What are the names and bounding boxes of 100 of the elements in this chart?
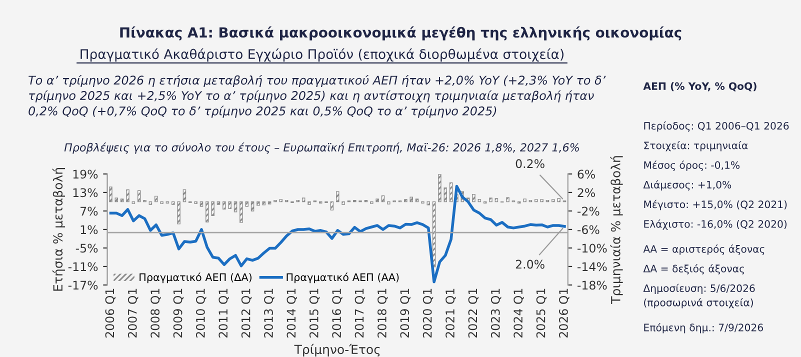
x-tick-label: 2019 Q1 [400,288,410,338]
text: Ελάχιστο: -16,0% (Q2 2020) [644,220,787,230]
bar [228,201,232,210]
bar [387,201,390,204]
bar [114,198,118,202]
x-tick-label: 2023 Q1 [490,288,502,338]
text: Το α’ τρίμηνο 2026 η ετήσια μεταβολή του πραγματικού ΑΕΠ ήταν +2,0% YoY (+2,3% YoY το δ’ τρίμηνο 2025 και +2,5% YoY το α’ τρίμηνο 2025) και η αντίστοιχη τριμηνιαία μεταβολή ήταν 0,2% QoQ (+0,7% QoQ το δ’ τρίμηνο 2025 και 0,5% QoQ το α’ τρίμηνο 2025) [28,74,606,118]
y-tick-label: 1% [80,225,98,234]
text: Επόμενη δημ.: 7/9/2026 [644,323,763,334]
chart-subtitle: Πραγματικό Ακαθάριστο Εγχώριο Προϊόν (εποχικά διορθωμένα στοιχεία) [80,48,564,62]
bar [330,201,334,210]
x-tick-label: 2011 Q1 [218,288,229,338]
data-label: 0.2% [516,159,544,168]
bar [336,191,340,202]
bar [120,198,124,202]
bar [256,201,260,206]
x-tick-label: 2008 Q1 [150,288,161,338]
bar [438,174,442,202]
bar [342,201,345,205]
bar [540,199,544,202]
bar [426,201,430,206]
y2-tick-label: -6% [578,225,600,234]
bar [245,201,248,207]
bar [494,198,498,202]
text: Διάμεσος: +1,0% [643,180,732,191]
y2-tick-label: 2% [578,188,596,198]
bar [489,198,492,202]
bar [234,201,238,212]
bar [240,201,243,223]
bar [523,198,526,202]
x-tick-label: 2007 Q1 [128,288,138,338]
x-tick-label: 2010 Q1 [196,288,206,338]
bar [552,199,555,202]
x-tick-label: 2016 Q1 [332,288,342,338]
x-axis-title: Τρίμηνο-Έτος [294,344,380,357]
y-tick-label: 19% [73,170,98,179]
x-tick-label: 2006 Q1 [105,288,116,338]
chart-title: Πίνακας A1: Βασικά μακροοικονομικά μεγέθη της ελληνικής οικονομίας [120,26,682,40]
y2-tick-label: -18% [578,280,607,290]
bar [262,201,266,206]
x-tick-label: 2026 Q1 [559,288,570,338]
bar [148,201,152,205]
x-tick-label: 2014 Q1 [286,288,298,338]
y2-axis-title: Τριμηνιαία % μεταβολή [610,156,623,304]
bar [308,201,311,205]
bar [222,201,226,210]
text: Στοιχεία: τριμηνιαία [644,141,748,152]
x-tick-label: 2017 Q1 [354,288,366,338]
bar [376,198,379,202]
bar [250,201,254,212]
bar [404,199,408,202]
x-tick-label: 2009 Q1 [173,288,184,338]
bar [302,198,306,202]
x-tick-label: 2025 Q1 [536,288,547,338]
x-tick-label: 2020 Q1 [422,288,434,338]
text: Προβλέψεις για το σύνολο του έτους – Ευρωπαϊκή Επιτροπή, Μαϊ-26: 2026 1,8%, 2027 1,6% [64,142,579,154]
x-tick-label: 2022 Q1 [468,288,479,338]
text: Δημοσίευση: 5/6/2026 (προσωρινά στοιχεία) [643,284,755,308]
y-tick-label: -17% [68,280,98,290]
bar [472,194,476,202]
x-tick-label: 2018 Q1 [377,288,388,338]
bar [137,190,141,202]
bar [268,201,272,204]
x-tick-label: 2015 Q1 [309,288,320,338]
y-tick-label: -11% [68,262,98,272]
y2-tick-label: -10% [578,244,607,253]
text: ΑΕΠ (% YoY, % QoQ) [643,82,756,92]
x-tick-label: 2024 Q1 [514,288,524,338]
y-tick-label: 7% [80,206,98,216]
y-tick-label: -5% [76,244,98,253]
x-tick-label: 2021 Q1 [446,288,456,338]
bar [381,195,385,202]
bar [200,201,204,207]
bar [154,196,158,202]
y-axis-title: Ετήσια % μεταβολή [52,168,66,291]
y2-tick-label: -2% [578,206,600,216]
bar [449,182,453,202]
bar [126,189,130,202]
bar [177,201,180,224]
y-tick-label: 13% [73,188,98,198]
bar [557,198,560,202]
bar [172,201,175,205]
bar [410,196,413,202]
text: ΑΑ = αριστερός άξονας [643,244,764,255]
bar [182,189,186,202]
legend-label: Πραγματικό ΑΕΠ (ΑΑ) [286,272,399,284]
bar [211,201,214,216]
text: Περίοδος: Q1 2006–Q1 2026 [644,121,789,132]
bar [478,199,482,202]
x-tick-label: 2012 Q1 [241,288,252,338]
text: ΔΑ = δεξιός άξονας [643,264,744,274]
text: Μέσος όρος: -0,1% [644,160,740,171]
bar [534,199,538,202]
y2-tick-label: -14% [578,262,607,272]
bar [109,186,112,202]
text: Μέγιστο: +15,0% (Q2 2021) [644,200,787,210]
bar [216,201,220,205]
legend-label: Πραγματικό ΑΕΠ (ΔΑ) [140,272,252,284]
bar [279,199,283,202]
bar [206,201,209,222]
